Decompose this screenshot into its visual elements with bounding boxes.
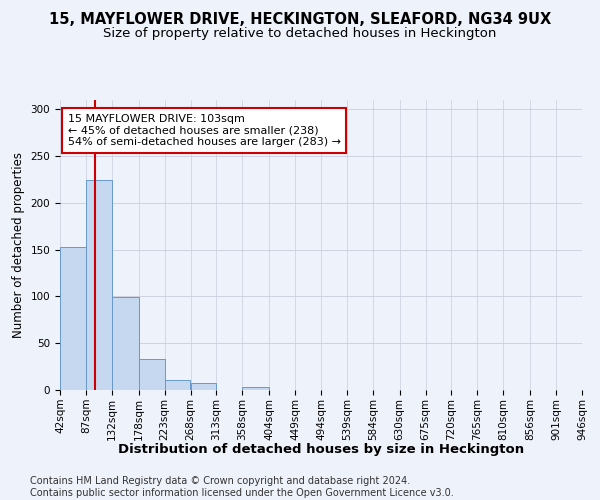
Bar: [86, 180, 112, 390]
Text: Size of property relative to detached houses in Heckington: Size of property relative to detached ho…: [103, 28, 497, 40]
Bar: [139, 359, 164, 390]
Text: Contains HM Land Registry data © Crown copyright and database right 2024.
Contai: Contains HM Land Registry data © Crown c…: [30, 476, 454, 498]
Bar: [112, 298, 139, 390]
Bar: [242, 387, 269, 390]
Text: 15 MAYFLOWER DRIVE: 103sqm
← 45% of detached houses are smaller (238)
54% of sem: 15 MAYFLOWER DRIVE: 103sqm ← 45% of deta…: [68, 114, 341, 147]
Y-axis label: Number of detached properties: Number of detached properties: [12, 152, 25, 338]
Bar: [164, 380, 190, 390]
Text: Distribution of detached houses by size in Heckington: Distribution of detached houses by size …: [118, 442, 524, 456]
Bar: [60, 247, 86, 390]
Text: 15, MAYFLOWER DRIVE, HECKINGTON, SLEAFORD, NG34 9UX: 15, MAYFLOWER DRIVE, HECKINGTON, SLEAFOR…: [49, 12, 551, 28]
Bar: [191, 384, 217, 390]
